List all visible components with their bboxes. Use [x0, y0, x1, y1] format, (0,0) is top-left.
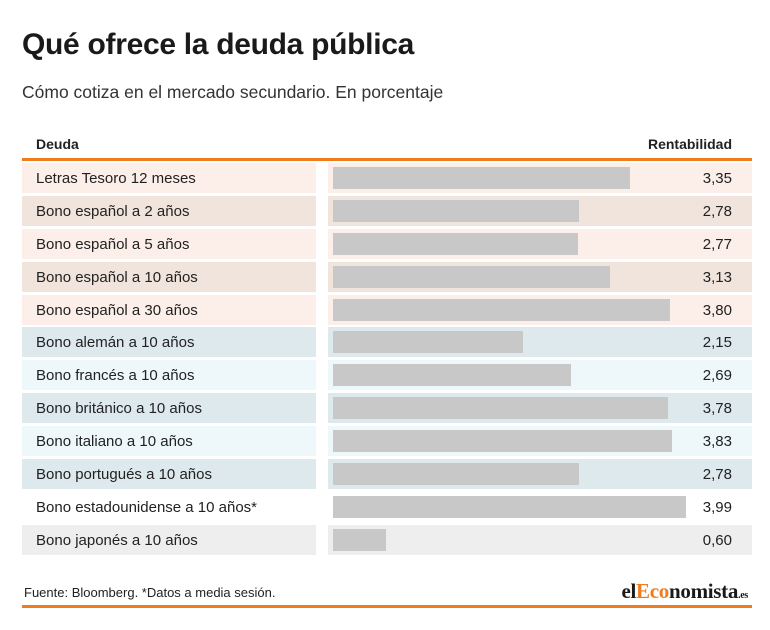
chart-title: Qué ofrece la deuda pública	[22, 28, 415, 61]
logo-eco: Eco	[636, 579, 669, 603]
row-gap	[316, 524, 328, 555]
bar	[333, 463, 580, 486]
value-label: 2,69	[702, 367, 732, 385]
value-label: 3,78	[702, 400, 732, 418]
row-label: Bono británico a 10 años	[36, 400, 202, 418]
row-gap	[316, 459, 328, 490]
table-row: Bono británico a 10 años 3,78	[22, 393, 752, 424]
bar	[333, 430, 673, 453]
row-label: Bono alemán a 10 años	[36, 334, 195, 352]
table-row: Bono japonés a 10 años 0,60	[22, 524, 752, 555]
table-row: Bono español a 10 años 3,13	[22, 261, 752, 292]
bar	[333, 167, 630, 189]
row-label: Bono japonés a 10 años	[36, 531, 198, 549]
bar	[333, 265, 611, 288]
table-row: Bono español a 5 años 2,77	[22, 228, 752, 259]
value-label: 2,78	[702, 466, 732, 484]
table-row: Bono español a 2 años 2,78	[22, 195, 752, 226]
table-header: Deuda Rentabilidad	[22, 128, 752, 161]
table-row: Bono alemán a 10 años 2,15	[22, 327, 752, 358]
table-row: Bono español a 30 años 3,80	[22, 294, 752, 325]
bar	[333, 199, 580, 222]
bar	[333, 528, 387, 551]
value-label: 2,78	[702, 202, 732, 220]
table-row: Bono estadounidense a 10 años* 3,99	[22, 491, 752, 522]
row-gap	[316, 261, 328, 292]
table-rows: Letras Tesoro 12 meses 3,35 Bono español a…	[22, 163, 752, 555]
logo-nomista: nomista	[668, 579, 739, 603]
value-label: 3,99	[702, 498, 732, 516]
row-gap	[316, 163, 328, 193]
table-row: Bono portugués a 10 años 2,78	[22, 459, 752, 490]
data-table: Deuda Rentabilidad Letras Tesoro 12 mese…	[22, 128, 752, 558]
bar	[333, 495, 687, 518]
table-row: Letras Tesoro 12 meses 3,35	[22, 163, 752, 193]
logo-el: el	[621, 579, 637, 603]
row-gap	[316, 360, 328, 391]
bar	[333, 331, 524, 354]
bar	[333, 397, 668, 420]
bar	[333, 298, 670, 321]
row-label: Bono español a 5 años	[36, 235, 190, 253]
logo-tld: .es	[738, 590, 748, 601]
row-gap	[316, 294, 328, 325]
value-label: 3,35	[702, 170, 732, 187]
bar	[333, 232, 579, 255]
table-row: Bono francés a 10 años 2,69	[22, 360, 752, 391]
row-label: Bono estadounidense a 10 años*	[36, 498, 258, 516]
row-label: Bono español a 2 años	[36, 202, 190, 220]
row-label: Bono portugués a 10 años	[36, 466, 212, 484]
value-label: 3,13	[702, 268, 732, 286]
row-label: Letras Tesoro 12 meses	[36, 170, 196, 187]
row-gap	[316, 228, 328, 259]
bar	[333, 364, 572, 387]
value-label: 2,15	[702, 334, 732, 352]
row-gap	[316, 491, 328, 522]
row-gap	[316, 195, 328, 226]
row-gap	[316, 327, 328, 358]
table-row: Bono italiano a 10 años 3,83	[22, 426, 752, 457]
value-label: 2,77	[702, 235, 732, 253]
chart-subtitle: Cómo cotiza en el mercado secundario. En…	[22, 82, 444, 102]
row-label: Bono español a 10 años	[36, 268, 198, 286]
brand-logo: elEconomista.es	[621, 579, 748, 604]
row-gap	[316, 426, 328, 457]
header-rentabilidad: Rentabilidad	[647, 136, 732, 152]
header-deuda: Deuda	[36, 136, 79, 152]
footer-rule	[22, 605, 752, 608]
row-gap	[316, 393, 328, 424]
value-label: 3,80	[702, 301, 732, 319]
value-label: 3,83	[702, 433, 732, 451]
source-note: Fuente: Bloomberg. *Datos a media sesión…	[24, 585, 276, 600]
row-label: Bono francés a 10 años	[36, 367, 195, 385]
value-label: 0,60	[702, 531, 732, 549]
row-label: Bono italiano a 10 años	[36, 433, 193, 451]
row-label: Bono español a 30 años	[36, 301, 198, 319]
